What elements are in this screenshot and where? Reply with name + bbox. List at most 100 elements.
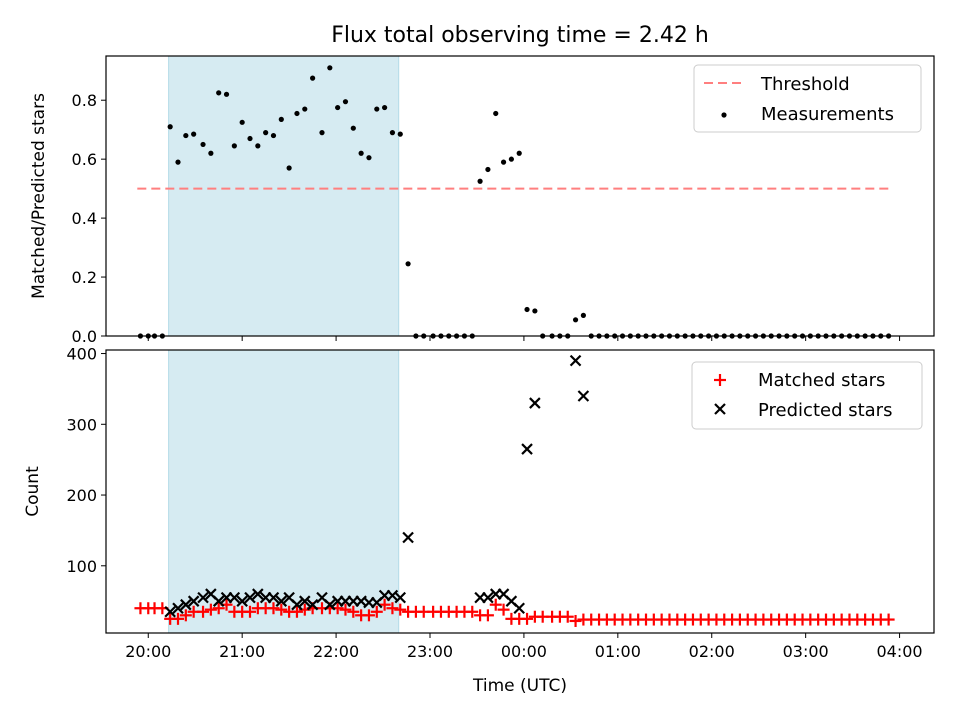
measurement-point: [167, 124, 173, 130]
predicted-stars-legend-label: Predicted stars: [758, 400, 892, 421]
y-tick-label: 0.6: [72, 150, 97, 169]
matched-star-point: [244, 605, 256, 618]
measurements-legend-label: Measurements: [761, 104, 894, 125]
bottom-axis-ticks: 20:00 21:00 22:00 23:00 00:00 01:00 02:00 03:00…: [66, 345, 922, 661]
predicted-star-point: [402, 531, 414, 544]
predicted-star-point: [212, 595, 225, 607]
predicted-star-point: [244, 591, 256, 604]
x-tick-label: 04:00: [877, 642, 923, 661]
measurement-point: [183, 132, 189, 139]
predicted-stars-points: [164, 354, 590, 618]
matched-star-point: [521, 612, 534, 625]
x-tick-label: 20:00: [125, 642, 171, 661]
predicted-star-point: [228, 591, 241, 604]
predicted-star-point: [577, 390, 590, 402]
measurement-point: [342, 99, 349, 105]
x-tick-label: 03:00: [783, 642, 829, 661]
matched-star-point: [275, 603, 288, 616]
measurement-point: [335, 104, 341, 111]
predicted-star-point: [513, 602, 525, 615]
chart-title: Flux total observing time = 2.42 h: [331, 23, 709, 48]
matched-star-point: [370, 605, 383, 618]
top-plot-frame: [105, 55, 935, 337]
bottom-plot-frame: [105, 349, 935, 634]
top-panel: 0.00.20.40.60.8 Matched/Predicted stars …: [29, 55, 935, 346]
measurement-point: [294, 110, 300, 117]
measurement-point: [327, 65, 333, 71]
matched-star-point: [212, 602, 225, 615]
bottom-panel: 20:00 21:00 22:00 23:00 00:00 01:00 02:00 03:00…: [23, 345, 935, 696]
measurement-point: [500, 159, 507, 165]
threshold-legend-label: Threshold: [760, 74, 850, 95]
measurement-point: [191, 131, 197, 137]
measurement-point: [508, 156, 514, 162]
predicted-star-point: [521, 443, 533, 455]
x-tick-label: 21:00: [219, 642, 265, 661]
predicted-stars-legend-swatch: [714, 403, 726, 415]
matched-star-point: [172, 612, 184, 625]
y-tick-label: 0.2: [72, 268, 97, 287]
observing-span-shade: [168, 55, 400, 337]
measurement-point: [477, 178, 483, 184]
bottom-y-axis-label: Count: [23, 466, 43, 517]
matched-star-point: [882, 613, 895, 626]
matched-star-point: [362, 609, 375, 622]
y-tick-label: 0.4: [72, 209, 97, 228]
observing-span-shade-bottom: [168, 349, 400, 634]
predicted-star-point: [306, 598, 319, 611]
predicted-star-point: [394, 591, 407, 604]
measurement-point: [358, 150, 364, 156]
measurement-point: [532, 308, 538, 314]
y-tick-label: 0.0: [72, 327, 97, 346]
measurement-point: [231, 143, 237, 149]
measurement-point: [350, 125, 356, 131]
measurement-point: [493, 110, 499, 117]
y-tick-label: 300: [66, 415, 97, 434]
predicted-star-point: [529, 397, 541, 409]
matched-star-point: [561, 610, 574, 623]
matched-star-point: [339, 603, 352, 616]
predicted-star-point: [482, 591, 494, 604]
x-tick-label: 00:00: [501, 642, 547, 661]
measurement-point: [405, 261, 411, 267]
measurement-point: [216, 90, 222, 96]
x-axis-label: Time (UTC): [472, 676, 567, 696]
measurement-point: [310, 75, 316, 81]
predicted-star-point: [197, 591, 209, 604]
bottom-legend-box: [691, 361, 923, 430]
measurement-point: [302, 106, 308, 112]
measurement-point: [397, 131, 403, 137]
bottom-legend: Matched stars Predicted stars: [691, 361, 923, 430]
predicted-star-point: [187, 595, 200, 607]
matched-star-point: [179, 609, 192, 622]
measurement-point: [255, 143, 261, 149]
matched-star-point: [290, 605, 303, 618]
measurement-point: [580, 312, 586, 318]
predicted-star-point: [180, 598, 192, 611]
matched-star-point: [489, 598, 502, 611]
top-y-axis-label: Matched/Predicted stars: [29, 93, 49, 299]
matched-star-point: [497, 603, 510, 616]
top-legend-box: [693, 64, 922, 133]
predicted-star-point: [299, 595, 311, 607]
predicted-star-point: [164, 605, 176, 618]
predicted-star-point: [275, 595, 288, 607]
matched-star-point: [204, 603, 217, 616]
measurement-point: [247, 135, 253, 142]
matched-star-point: [378, 598, 391, 611]
matched-star-point: [267, 602, 280, 615]
measurement-point: [516, 150, 522, 156]
measurements-legend-swatch: [721, 112, 727, 118]
y-tick-label: 0.8: [72, 91, 97, 110]
measurement-point: [278, 116, 284, 122]
top-axis-ticks: 0.0 0.2 0.4 0.6 0.8: [72, 91, 901, 346]
x-tick-label: 22:00: [313, 642, 359, 661]
predicted-star-point: [569, 354, 582, 367]
x-tick-label: 01:00: [595, 642, 641, 661]
measurement-point: [270, 132, 277, 139]
matched-star-point: [394, 603, 407, 616]
x-tick-label: 02:00: [689, 642, 735, 661]
matched-stars-points: [134, 598, 895, 627]
matched-star-point: [569, 614, 582, 627]
